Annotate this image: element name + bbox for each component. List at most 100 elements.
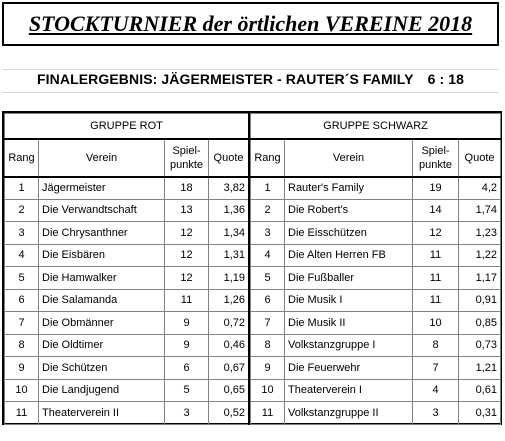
table-row: 2 Die Verwandtschaft 13 1,36: [4, 198, 250, 222]
verein-cell: Die Salamanda: [38, 288, 165, 312]
verein-cell: Theaterverein I: [284, 378, 413, 402]
spielpunkte-cell: 3: [412, 401, 459, 425]
rang-cell: 1: [250, 176, 285, 200]
verein-cell: Die Musik I: [284, 288, 413, 312]
quote-cell: 0,65: [207, 378, 250, 402]
table-row: 6 Die Salamanda 11 1,26: [4, 288, 250, 312]
table-row: 3 Die Eisschützen 12 1,23: [250, 221, 502, 245]
rang-cell: 8: [4, 333, 39, 357]
spielpunkte-cell: 8: [412, 333, 459, 357]
spielpunkte-cell: 5: [164, 378, 209, 402]
spielpunkte-cell: 6: [164, 356, 209, 380]
table-row: 7 Die Musik II 10 0,85: [250, 311, 502, 335]
table-row: 8 Die Oldtimer 9 0,46: [4, 333, 250, 357]
column-header-quote: Quote: [457, 138, 502, 178]
spielpunkte-cell: 9: [164, 311, 209, 335]
verein-cell: Die Feuerwehr: [284, 356, 413, 380]
spielpunkte-cell: 11: [412, 243, 459, 267]
verein-cell: Die Verwandtschaft: [38, 198, 165, 222]
quote-cell: 1,36: [207, 198, 250, 222]
column-header-rang: Rang: [250, 138, 285, 178]
verein-cell: Die Schützen: [38, 356, 165, 380]
table-row: 8 Volkstanzgruppe I 8 0,73: [250, 333, 502, 357]
quote-cell: 0,72: [207, 311, 250, 335]
column-header-verein: Verein: [38, 138, 165, 178]
quote-cell: 1,26: [207, 288, 250, 312]
table-row: 7 Die Obmänner 9 0,72: [4, 311, 250, 335]
table-body: 1 Rauter's Family 19 4,2 2 Die Robert's 14 1,74…: [250, 176, 502, 425]
rang-cell: 10: [250, 378, 285, 402]
verein-cell: Die Robert's: [284, 198, 413, 222]
rang-cell: 6: [4, 288, 39, 312]
spielpunkte-cell: 18: [164, 176, 209, 200]
spielpunkte-cell: 12: [412, 221, 459, 245]
rang-cell: 4: [4, 243, 39, 267]
quote-cell: 1,74: [457, 198, 502, 222]
title-box: STOCKTURNIER der örtlichen VEREINE 2018: [2, 2, 499, 46]
table-row: 6 Die Musik I 11 0,91: [250, 288, 502, 312]
table-row: 10 Die Landjugend 5 0,65: [4, 378, 250, 402]
verein-cell: Die Chrysanthner: [38, 221, 165, 245]
verein-cell: Die Musik II: [284, 311, 413, 335]
group-header: GRUPPE ROT: [3, 113, 250, 140]
rang-cell: 7: [4, 311, 39, 335]
verein-cell: Jägermeister: [38, 176, 165, 200]
quote-cell: 1,19: [207, 266, 250, 290]
table-row: 4 Die Alten Herren FB 11 1,22: [250, 243, 502, 267]
quote-cell: 0,61: [457, 378, 502, 402]
spielpunkte-cell: 11: [164, 288, 209, 312]
spielpunkte-cell: 9: [164, 333, 209, 357]
rang-cell: 7: [250, 311, 285, 335]
column-header-rang: Rang: [4, 138, 39, 178]
verein-cell: Die Oldtimer: [38, 333, 165, 357]
table-row: 10 Theaterverein I 4 0,61: [250, 378, 502, 402]
rang-cell: 5: [4, 266, 39, 290]
rang-cell: 6: [250, 288, 285, 312]
group-schwarz-table: GRUPPE SCHWARZ Rang Verein Spiel-punkte …: [248, 111, 502, 425]
table-row: 4 Die Eisbären 12 1,31: [4, 243, 250, 267]
table-row: 3 Die Chrysanthner 12 1,34: [4, 221, 250, 245]
column-header-quote: Quote: [207, 138, 250, 178]
quote-cell: 1,22: [457, 243, 502, 267]
rang-cell: 2: [250, 198, 285, 222]
verein-cell: Die Obmänner: [38, 311, 165, 335]
column-header-spielpunkte: Spiel-punkte: [412, 138, 459, 178]
verein-cell: Die Eisbären: [38, 243, 165, 267]
table-row: 1 Rauter's Family 19 4,2: [250, 176, 502, 200]
quote-cell: 1,31: [207, 243, 250, 267]
spielpunkte-cell: 11: [412, 266, 459, 290]
spielpunkte-cell: 13: [164, 198, 209, 222]
quote-cell: 0,85: [457, 311, 502, 335]
rang-cell: 2: [4, 198, 39, 222]
table-row: 5 Die Hamwalker 12 1,19: [4, 266, 250, 290]
spielpunkte-cell: 19: [412, 176, 459, 200]
column-header-spielpunkte: Spiel-punkte: [164, 138, 209, 178]
spielpunkte-cell: 4: [412, 378, 459, 402]
table-row: 11 Theaterverein II 3 0,52: [4, 401, 250, 425]
verein-cell: Theaterverein II: [38, 401, 165, 425]
rang-cell: 11: [4, 401, 39, 425]
rang-cell: 10: [4, 378, 39, 402]
quote-cell: 1,17: [457, 266, 502, 290]
verein-cell: Die Alten Herren FB: [284, 243, 413, 267]
spielpunkte-cell: 14: [412, 198, 459, 222]
spielpunkte-cell: 11: [412, 288, 459, 312]
verein-cell: Die Landjugend: [38, 378, 165, 402]
quote-cell: 0,67: [207, 356, 250, 380]
quote-cell: 1,34: [207, 221, 250, 245]
quote-cell: 0,73: [457, 333, 502, 357]
rang-cell: 5: [250, 266, 285, 290]
final-result-label: FINALERGEBNIS: JÄGERMEISTER - RAUTER´S F…: [37, 71, 414, 87]
spielpunkte-cell: 3: [164, 401, 209, 425]
quote-cell: 1,23: [457, 221, 502, 245]
spielpunkte-cell: 7: [412, 356, 459, 380]
table-body: 1 Jägermeister 18 3,82 2 Die Verwandtschaft 13…: [4, 176, 250, 425]
quote-cell: 3,82: [207, 176, 250, 200]
rang-cell: 3: [4, 221, 39, 245]
rang-cell: 11: [250, 401, 285, 425]
table-row: 1 Jägermeister 18 3,82: [4, 176, 250, 200]
quote-cell: 0,46: [207, 333, 250, 357]
verein-cell: Die Eisschützen: [284, 221, 413, 245]
page-title: STOCKTURNIER der örtlichen VEREINE 2018: [28, 11, 473, 36]
